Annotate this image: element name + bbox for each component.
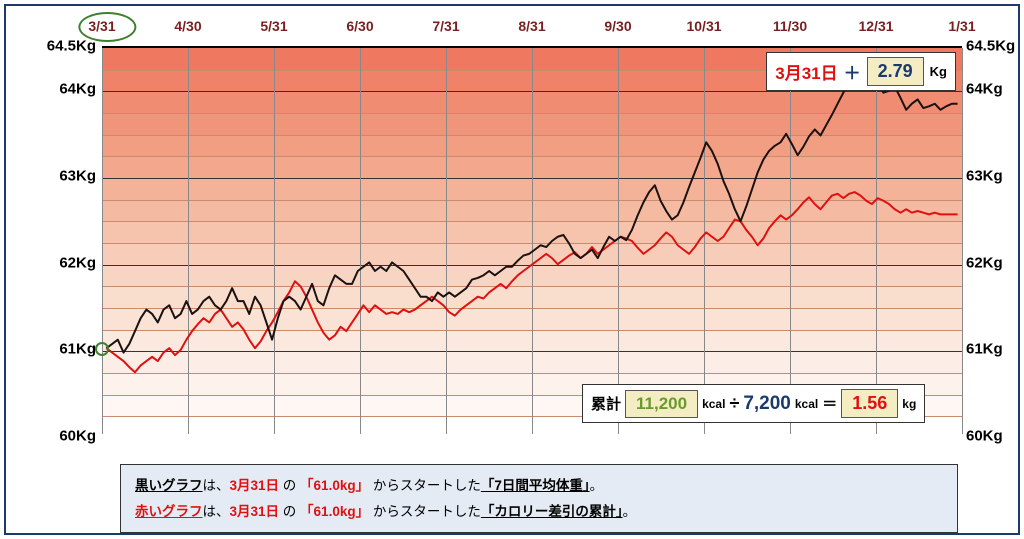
gridline-v [962,48,963,434]
series-red-line [106,192,957,372]
chart-frame: 3/31 4/30 5/31 6/30 7/31 8/31 9/30 10/31 11/30 12… [4,4,1020,535]
y-axis-label-left: 61Kg [14,341,96,358]
y-axis-label-right: 62Kg [966,254,1003,271]
x-axis: 3/314/305/316/307/318/319/3010/3111/3012… [102,18,958,38]
legend2-t3: からスタートした [369,504,481,519]
x-axis-label: 4/30 [174,18,201,34]
x-axis-label: 9/30 [604,18,631,34]
legend1-name: 黒いグラフ [135,478,203,493]
legend1-t2: の [279,478,300,493]
y-axis-label-right: 64Kg [966,81,1003,98]
legend2-name: 赤いグラフ [135,504,203,519]
legend1-val: 「61.0kg」 [300,478,369,493]
calc-val2: 7,200 [743,393,791,415]
legend2-desc: 「カロリー差引の累計」 [481,504,623,519]
x-axis-label: 12/31 [858,18,893,34]
calc-unit3: kg [902,397,916,411]
y-axis-label-left: 63Kg [14,168,96,185]
y-axis-label-left: 62Kg [14,254,96,271]
y-axis-label-right: 61Kg [966,341,1003,358]
y-axis-label-right: 64.5Kg [966,38,1015,55]
calc-label: 累計 [591,393,621,414]
legend1-t3: からスタートした [369,478,481,493]
summary-unit: Kg [930,64,947,79]
calc-val3: 1.56 [841,389,898,418]
legend-line-2: 赤いグラフは、3月31日 の 「61.0kg」 からスタートした「カロリー差引の… [135,499,943,525]
legend2-t4: 。 [623,504,637,519]
x-axis-label: 6/30 [346,18,373,34]
series-svg [102,48,962,434]
x-axis-label: 3/31 [88,18,115,34]
y-axis-label-right: 60Kg [966,428,1003,445]
legend1-desc: 「7日間平均体重」 [481,478,590,493]
x-axis-label: 7/31 [432,18,459,34]
y-axis-label-left: 60Kg [14,428,96,445]
x-axis-label: 10/31 [686,18,721,34]
legend2-t2: の [279,504,300,519]
calc-box: 累計 11,200 kcal ÷ 7,200 kcal ＝ 1.56 kg [582,384,925,423]
x-axis-label: 5/31 [260,18,287,34]
y-axis-label-left: 64.5Kg [14,38,96,55]
calc-eq: ＝ [822,393,837,414]
summary-value: 2.79 [867,57,924,86]
summary-box-top: 3月31日 ＋ 2.79 Kg [766,52,956,91]
plot-area [102,46,962,436]
calc-unit2: kcal [795,397,818,411]
y-axis-label-left: 64Kg [14,81,96,98]
y-axis-label-right: 63Kg [966,168,1003,185]
calc-unit1: kcal [702,397,725,411]
x-axis-label: 1/31 [948,18,975,34]
legend2-t1: は、 [203,504,230,519]
summary-date: 3月31日 [775,59,837,84]
calc-val1: 11,200 [625,390,698,418]
calc-op: ÷ [729,393,739,414]
legend1-t1: は、 [203,478,230,493]
legend1-t4: 。 [590,478,604,493]
x-axis-label: 8/31 [518,18,545,34]
x-axis-label: 11/30 [773,18,807,34]
legend-line-1: 黒いグラフは、3月31日 の 「61.0kg」 からスタートした「7日間平均体重… [135,473,943,499]
series-black-line [106,60,957,353]
legend1-date: 3月31日 [230,478,280,493]
legend2-val: 「61.0kg」 [300,504,369,519]
start-marker-icon [95,342,109,356]
summary-sign: ＋ [844,59,861,84]
legend-box: 黒いグラフは、3月31日 の 「61.0kg」 からスタートした「7日間平均体重… [120,464,958,533]
legend2-date: 3月31日 [230,504,280,519]
